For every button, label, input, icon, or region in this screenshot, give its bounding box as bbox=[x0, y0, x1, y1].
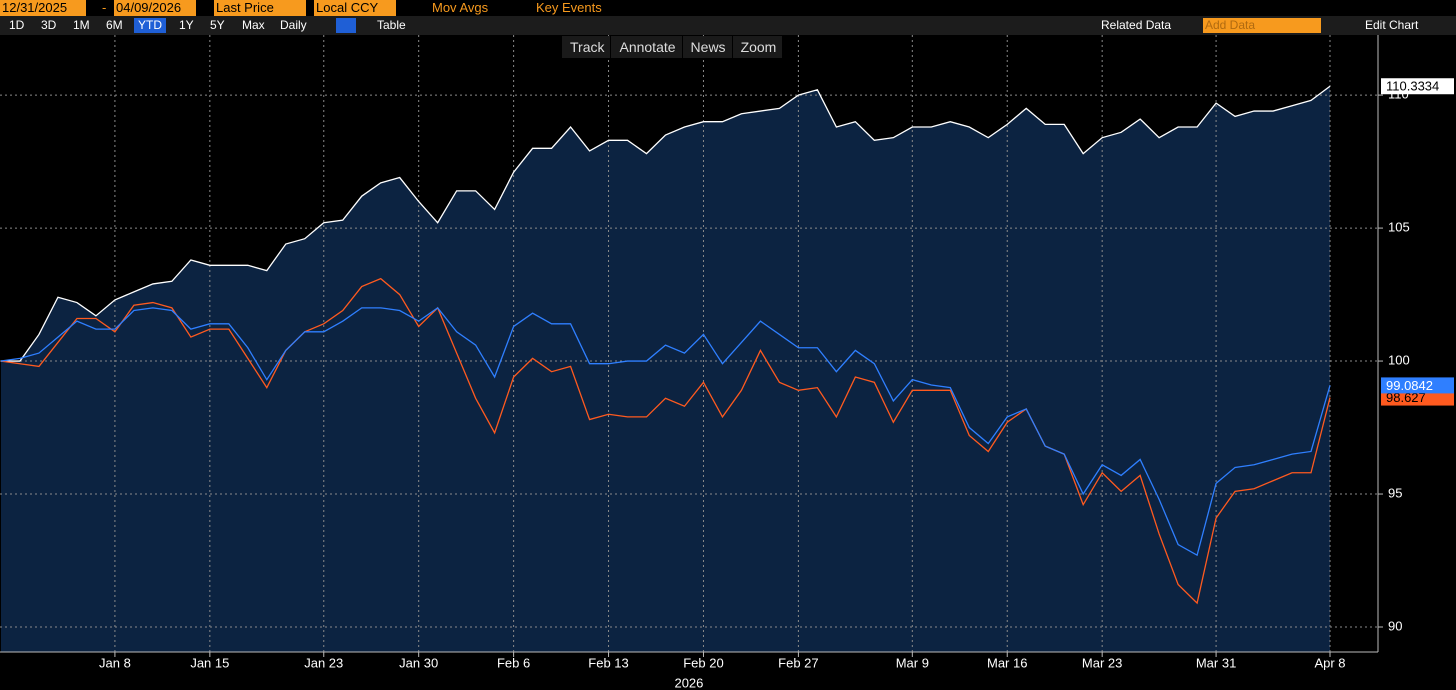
edit-chart[interactable]: Edit Chart bbox=[1365, 18, 1419, 32]
currency-select[interactable]: Local CCY bbox=[314, 0, 396, 16]
x-tick-label: Mar 23 bbox=[1082, 655, 1122, 670]
y-tick-label: 90 bbox=[1388, 618, 1402, 633]
chart-tools: Track Annotate News Zoom bbox=[562, 36, 784, 58]
end-date[interactable]: 04/09/2026 bbox=[114, 0, 196, 16]
track-tool[interactable]: Track bbox=[562, 36, 612, 58]
x-tick-label: Mar 9 bbox=[896, 655, 929, 670]
last-value-box bbox=[1381, 78, 1454, 95]
news-tool[interactable]: News bbox=[683, 36, 733, 58]
related-data[interactable]: Related Data bbox=[1101, 18, 1172, 32]
x-tick-label: Feb 27 bbox=[778, 655, 818, 670]
y-tick-label: 95 bbox=[1388, 485, 1402, 500]
last-value-label: 110.3334 bbox=[1381, 78, 1454, 95]
zoom-tool[interactable]: Zoom bbox=[733, 36, 784, 58]
last-value-label: 99.0842 bbox=[1381, 377, 1454, 394]
range-button[interactable]: 1M bbox=[73, 18, 90, 32]
range-button[interactable]: 6M bbox=[106, 18, 123, 32]
x-tick-label: Feb 6 bbox=[497, 655, 530, 670]
key-events[interactable]: Key Events bbox=[536, 0, 602, 15]
range-button[interactable]: 1Y bbox=[179, 18, 194, 32]
range-button[interactable]: 5Y bbox=[210, 18, 225, 32]
last-value-text: 110.3334 bbox=[1386, 79, 1439, 94]
toolbar: 1D 3D 1M 6M YTD 1Y 5Y Max Daily Table Re… bbox=[0, 16, 1456, 35]
mov-avgs[interactable]: Mov Avgs bbox=[432, 0, 489, 15]
last-value-box bbox=[1381, 377, 1454, 394]
add-data[interactable]: Add Data bbox=[1203, 18, 1321, 33]
x-tick-label: Jan 23 bbox=[304, 655, 343, 670]
x-tick-label: Feb 20 bbox=[683, 655, 723, 670]
annotate-tool[interactable]: Annotate bbox=[611, 36, 683, 58]
last-value-box bbox=[1381, 389, 1454, 406]
x-tick-label: Jan 8 bbox=[99, 655, 131, 670]
x-tick-label: Feb 13 bbox=[588, 655, 628, 670]
range-button[interactable]: 3D bbox=[41, 18, 57, 32]
range-button[interactable]: 1D bbox=[9, 18, 25, 32]
y-tick-label: 105 bbox=[1388, 220, 1410, 235]
x-tick-label: Jan 30 bbox=[399, 655, 438, 670]
last-value-text: 98.627 bbox=[1386, 390, 1426, 405]
x-tick-label: Jan 15 bbox=[190, 655, 229, 670]
y-tick-label: 100 bbox=[1388, 352, 1410, 367]
start-date[interactable]: 12/31/2025 bbox=[0, 0, 86, 16]
last-value-label: 98.627 bbox=[1381, 389, 1454, 406]
header-bar: 12/31/2025 - 04/09/2026 Last Price Local… bbox=[0, 0, 1456, 16]
line bbox=[1, 85, 1331, 362]
range-button[interactable]: YTD bbox=[134, 18, 166, 33]
line bbox=[0, 277, 1331, 605]
x-axis-label: 2026 bbox=[674, 675, 703, 690]
date-separator: - bbox=[102, 0, 107, 15]
table-button[interactable]: Table bbox=[377, 18, 406, 32]
last-value-text: 99.0842 bbox=[1386, 378, 1433, 393]
line bbox=[0, 306, 1331, 557]
area bbox=[1, 86, 1330, 652]
line-chart-button[interactable] bbox=[336, 18, 356, 33]
frequency-select[interactable]: Daily bbox=[280, 18, 307, 32]
x-tick-label: Apr 8 bbox=[1314, 655, 1345, 670]
x-tick-label: Mar 16 bbox=[987, 655, 1027, 670]
range-button[interactable]: Max bbox=[242, 18, 265, 32]
field-select[interactable]: Last Price bbox=[214, 0, 306, 16]
x-tick-label: Mar 31 bbox=[1196, 655, 1236, 670]
